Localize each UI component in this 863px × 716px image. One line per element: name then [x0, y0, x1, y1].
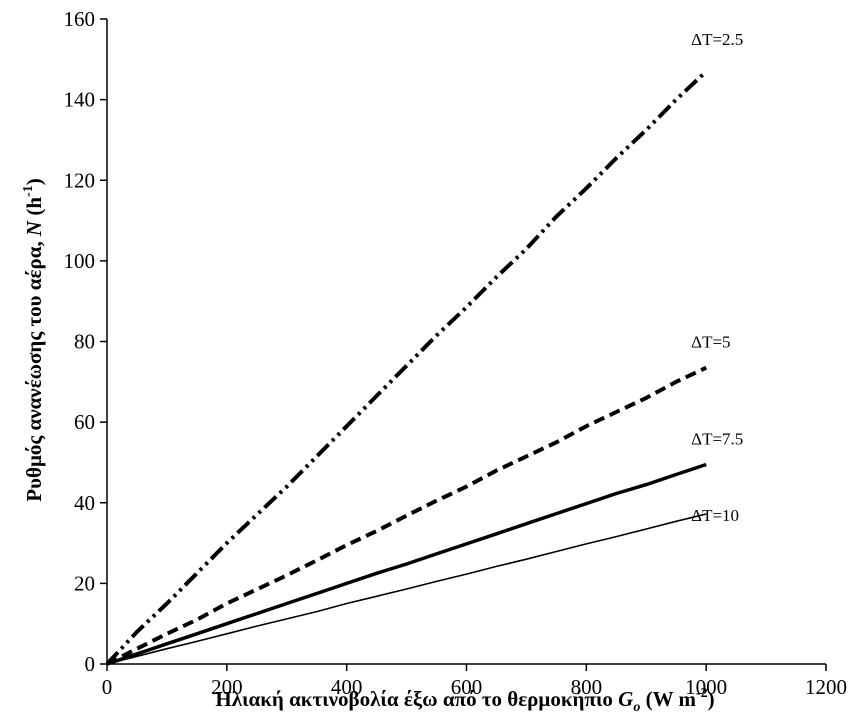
x-axis-title-unit-open: (W m [640, 687, 696, 711]
y-axis-title-main: Ρυθμός ανανέωσης του αέρα, [22, 236, 46, 502]
y-tick-label: 100 [64, 249, 96, 273]
y-tick-label: 20 [74, 571, 95, 595]
y-axis-title-sup: -1 [21, 185, 36, 197]
y-ticks: 0 20 40 60 80 100 120 140 160 [64, 7, 107, 676]
series-line-1 [105, 69, 708, 666]
x-axis-title-sup: -2 [696, 686, 708, 701]
y-axis-title: Ρυθμός ανανέωσης του αέρα, N (h-1) [21, 178, 46, 501]
y-tick-label: 0 [85, 652, 96, 676]
series-label-1: ΔT=2.5 [691, 30, 743, 49]
series-labels: ΔT=2.5 ΔT=5 ΔT=7.5 ΔT=10 [691, 30, 743, 525]
series-line-4 [106, 513, 707, 665]
x-axis-title: Ηλιακή ακτινοβολία έξω από το θερμοκήπιο… [215, 686, 714, 715]
series-layer [105, 69, 708, 666]
series-line-2 [106, 365, 708, 666]
y-tick-label: 60 [74, 410, 95, 434]
x-tick-label: 0 [102, 675, 113, 699]
y-tick-label: 80 [74, 330, 95, 354]
y-tick-label: 40 [74, 491, 95, 515]
y-axis-title-unit-open: (h [22, 197, 46, 221]
series-label-3: ΔT=7.5 [691, 429, 743, 448]
x-tick-label: 600 [451, 675, 483, 699]
x-tick-label: 400 [331, 675, 363, 699]
y-tick-label: 140 [64, 88, 96, 112]
x-axis-title-unit-close: ) [708, 687, 715, 711]
y-axis-title-unit-close: ) [22, 178, 46, 185]
series-label-2: ΔT=5 [691, 333, 730, 352]
x-tick-label: 1000 [685, 675, 727, 699]
series-line-3 [106, 462, 707, 666]
x-tick-label: 800 [571, 675, 603, 699]
y-axis-title-var: N [22, 220, 46, 237]
x-axis-title-main: Ηλιακή ακτινοβολία έξω από το θερμοκήπιο [215, 687, 618, 711]
x-tick-label: 1200 [805, 675, 847, 699]
y-tick-label: 120 [64, 168, 96, 192]
series-label-4: ΔT=10 [691, 506, 739, 525]
y-tick-label: 160 [64, 7, 96, 31]
x-tick-label: 200 [211, 675, 243, 699]
x-axis-title-sub: o [633, 700, 640, 715]
x-axis-title-var: G [618, 687, 633, 711]
x-ticks: 0 200 400 600 800 1000 1200 [102, 664, 847, 699]
